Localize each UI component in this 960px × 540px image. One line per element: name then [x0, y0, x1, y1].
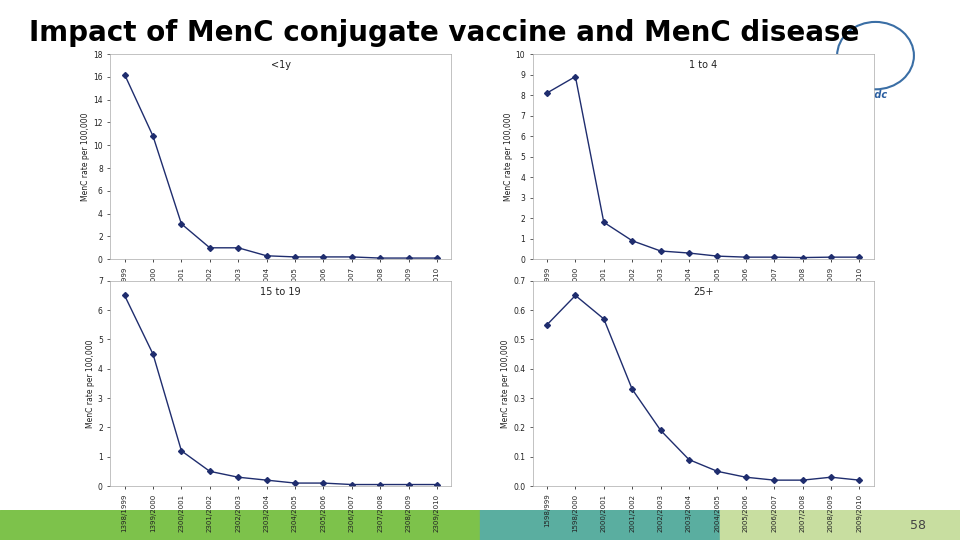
Y-axis label: MenC rate per 100,000: MenC rate per 100,000 — [501, 339, 511, 428]
Text: 1 to 4: 1 to 4 — [689, 60, 717, 70]
Text: 25+: 25+ — [693, 287, 713, 297]
Text: 58: 58 — [910, 519, 926, 532]
Text: Impact of MenC conjugate vaccine and MenC disease: Impact of MenC conjugate vaccine and Men… — [29, 19, 859, 47]
Text: 15 to 19: 15 to 19 — [260, 287, 301, 297]
Text: <1y: <1y — [271, 60, 291, 70]
Y-axis label: MenC rate per 100,000: MenC rate per 100,000 — [82, 112, 90, 201]
Text: ecdc: ecdc — [863, 90, 888, 100]
Y-axis label: MenC rate per 100,000: MenC rate per 100,000 — [504, 112, 513, 201]
Bar — [0, 510, 480, 540]
Y-axis label: MenC rate per 100,000: MenC rate per 100,000 — [86, 339, 95, 428]
Bar — [720, 510, 960, 540]
Bar — [480, 510, 720, 540]
